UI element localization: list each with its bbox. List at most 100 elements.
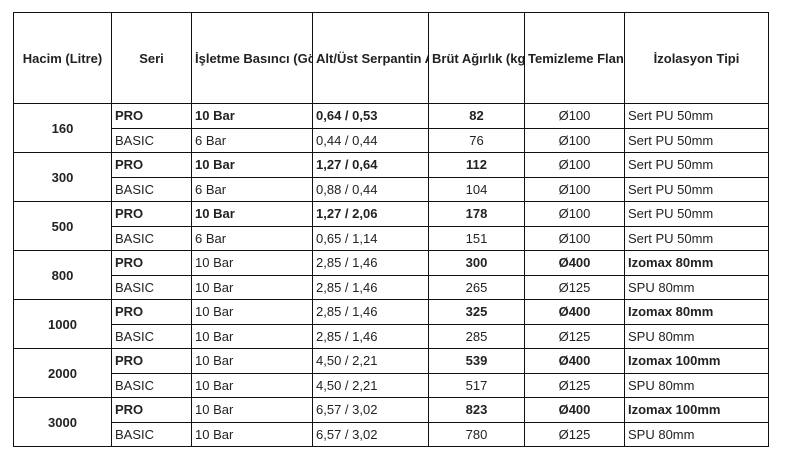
pressure-cell: 6 Bar — [191, 225, 313, 251]
header-pressure: İşletme Basıncı (Gövde) — [191, 12, 313, 104]
coil-area-cell: 0,44 / 0,44 — [312, 127, 429, 153]
flange-cell: Ø100 — [524, 103, 625, 129]
flange-cell: Ø100 — [524, 152, 625, 178]
volume-cell: 2000 — [13, 348, 112, 398]
insulation-cell: Sert PU 50mm — [624, 201, 769, 227]
flange-cell: Ø400 — [524, 250, 625, 276]
table-row: 800 PRO 10 Bar 2,85 / 1,46 300 Ø400 Izomax 80m… — [13, 250, 769, 300]
table-row: 3000 PRO 10 Bar 6,57 / 3,02 823 Ø400 Izomax 10… — [13, 397, 769, 447]
weight-cell: 178 — [428, 201, 525, 227]
weight-cell: 517 — [428, 372, 525, 398]
volume-cell: 160 — [13, 103, 112, 153]
flange-cell: Ø125 — [524, 323, 625, 349]
volume-cell: 3000 — [13, 397, 112, 447]
header-flange: Temizleme Flanşı (Çap) — [524, 12, 625, 104]
series-cell: BASIC — [111, 421, 192, 447]
weight-cell: 539 — [428, 348, 525, 374]
flange-cell: Ø100 — [524, 127, 625, 153]
weight-cell: 780 — [428, 421, 525, 447]
pressure-cell: 10 Bar — [191, 397, 313, 423]
table-body: 160 PRO 10 Bar 0,64 / 0,53 82 Ø100 Sert PU 50m… — [13, 103, 769, 447]
coil-area-cell: 6,57 / 3,02 — [312, 421, 429, 447]
pressure-cell: 10 Bar — [191, 152, 313, 178]
series-cell: PRO — [111, 348, 192, 374]
weight-cell: 82 — [428, 103, 525, 129]
coil-area-cell: 0,65 / 1,14 — [312, 225, 429, 251]
weight-cell: 76 — [428, 127, 525, 153]
series-cell: PRO — [111, 201, 192, 227]
coil-area-cell: 4,50 / 2,21 — [312, 372, 429, 398]
table-row: BASIC 10 Bar 6,57 / 3,02 780 Ø125 SPU 80mm — [14, 421, 769, 447]
insulation-cell: SPU 80mm — [624, 274, 769, 300]
flange-cell: Ø100 — [524, 225, 625, 251]
weight-cell: 285 — [428, 323, 525, 349]
weight-cell: 265 — [428, 274, 525, 300]
weight-cell: 823 — [428, 397, 525, 423]
pressure-cell: 6 Bar — [191, 176, 313, 202]
weight-cell: 300 — [428, 250, 525, 276]
volume-cell: 500 — [13, 201, 112, 251]
table-row: 2000 PRO 10 Bar 4,50 / 2,21 539 Ø400 Izomax 10… — [13, 348, 769, 398]
pressure-cell: 10 Bar — [191, 103, 313, 129]
header-insulation: İzolasyon Tipi — [624, 12, 769, 104]
table-row: BASIC 6 Bar 0,88 / 0,44 104 Ø100 Sert PU 50mm — [14, 176, 769, 202]
weight-cell: 151 — [428, 225, 525, 251]
weight-cell: 104 — [428, 176, 525, 202]
pressure-cell: 6 Bar — [191, 127, 313, 153]
series-cell: PRO — [111, 397, 192, 423]
header-coil-area: Alt/Üst Serpantin Alanı (m²) — [312, 12, 429, 104]
coil-area-cell: 1,27 / 0,64 — [312, 152, 429, 178]
coil-area-cell: 0,88 / 0,44 — [312, 176, 429, 202]
coil-area-cell: 2,85 / 1,46 — [312, 274, 429, 300]
insulation-cell: Izomax 80mm — [624, 250, 769, 276]
flange-cell: Ø400 — [524, 397, 625, 423]
series-cell: BASIC — [111, 372, 192, 398]
volume-cell: 800 — [13, 250, 112, 300]
insulation-cell: Izomax 80mm — [624, 299, 769, 325]
flange-cell: Ø100 — [524, 201, 625, 227]
insulation-cell: SPU 80mm — [624, 323, 769, 349]
pressure-cell: 10 Bar — [191, 348, 313, 374]
series-cell: PRO — [111, 152, 192, 178]
header-volume: Hacim (Litre) — [13, 12, 112, 104]
weight-cell: 325 — [428, 299, 525, 325]
table-row: 500 PRO 10 Bar 1,27 / 2,06 178 Ø100 Sert PU 50… — [13, 201, 769, 251]
insulation-cell: Sert PU 50mm — [624, 225, 769, 251]
coil-area-cell: 2,85 / 1,46 — [312, 250, 429, 276]
series-cell: BASIC — [111, 176, 192, 202]
header-weight: Brüt Ağırlık (kg) — [428, 12, 525, 104]
insulation-cell: Sert PU 50mm — [624, 152, 769, 178]
pressure-cell: 10 Bar — [191, 372, 313, 398]
table-row: BASIC 6 Bar 0,65 / 1,14 151 Ø100 Sert PU 50mm — [14, 225, 769, 251]
volume-cell: 300 — [13, 152, 112, 202]
coil-area-cell: 6,57 / 3,02 — [312, 397, 429, 423]
flange-cell: Ø125 — [524, 372, 625, 398]
pressure-cell: 10 Bar — [191, 274, 313, 300]
table-row: BASIC 10 Bar 2,85 / 1,46 265 Ø125 SPU 80mm — [14, 274, 769, 300]
series-cell: BASIC — [111, 323, 192, 349]
flange-cell: Ø400 — [524, 299, 625, 325]
table-row: BASIC 10 Bar 4,50 / 2,21 517 Ø125 SPU 80mm — [14, 372, 769, 398]
flange-cell: Ø125 — [524, 421, 625, 447]
insulation-cell: Sert PU 50mm — [624, 127, 769, 153]
series-cell: BASIC — [111, 127, 192, 153]
coil-area-cell: 2,85 / 1,46 — [312, 323, 429, 349]
table-row: BASIC 6 Bar 0,44 / 0,44 76 Ø100 Sert PU 50mm — [14, 127, 769, 153]
series-cell: PRO — [111, 250, 192, 276]
coil-area-cell: 1,27 / 2,06 — [312, 201, 429, 227]
pressure-cell: 10 Bar — [191, 323, 313, 349]
header-series: Seri — [111, 12, 192, 104]
series-cell: PRO — [111, 299, 192, 325]
flange-cell: Ø100 — [524, 176, 625, 202]
pressure-cell: 10 Bar — [191, 299, 313, 325]
insulation-cell: SPU 80mm — [624, 372, 769, 398]
insulation-cell: Izomax 100mm — [624, 397, 769, 423]
coil-area-cell: 0,64 / 0,53 — [312, 103, 429, 129]
weight-cell: 112 — [428, 152, 525, 178]
insulation-cell: SPU 80mm — [624, 421, 769, 447]
flange-cell: Ø400 — [524, 348, 625, 374]
pressure-cell: 10 Bar — [191, 250, 313, 276]
coil-area-cell: 2,85 / 1,46 — [312, 299, 429, 325]
table-row: BASIC 10 Bar 2,85 / 1,46 285 Ø125 SPU 80mm — [14, 323, 769, 349]
table-row: 160 PRO 10 Bar 0,64 / 0,53 82 Ø100 Sert PU 50m… — [13, 103, 769, 153]
